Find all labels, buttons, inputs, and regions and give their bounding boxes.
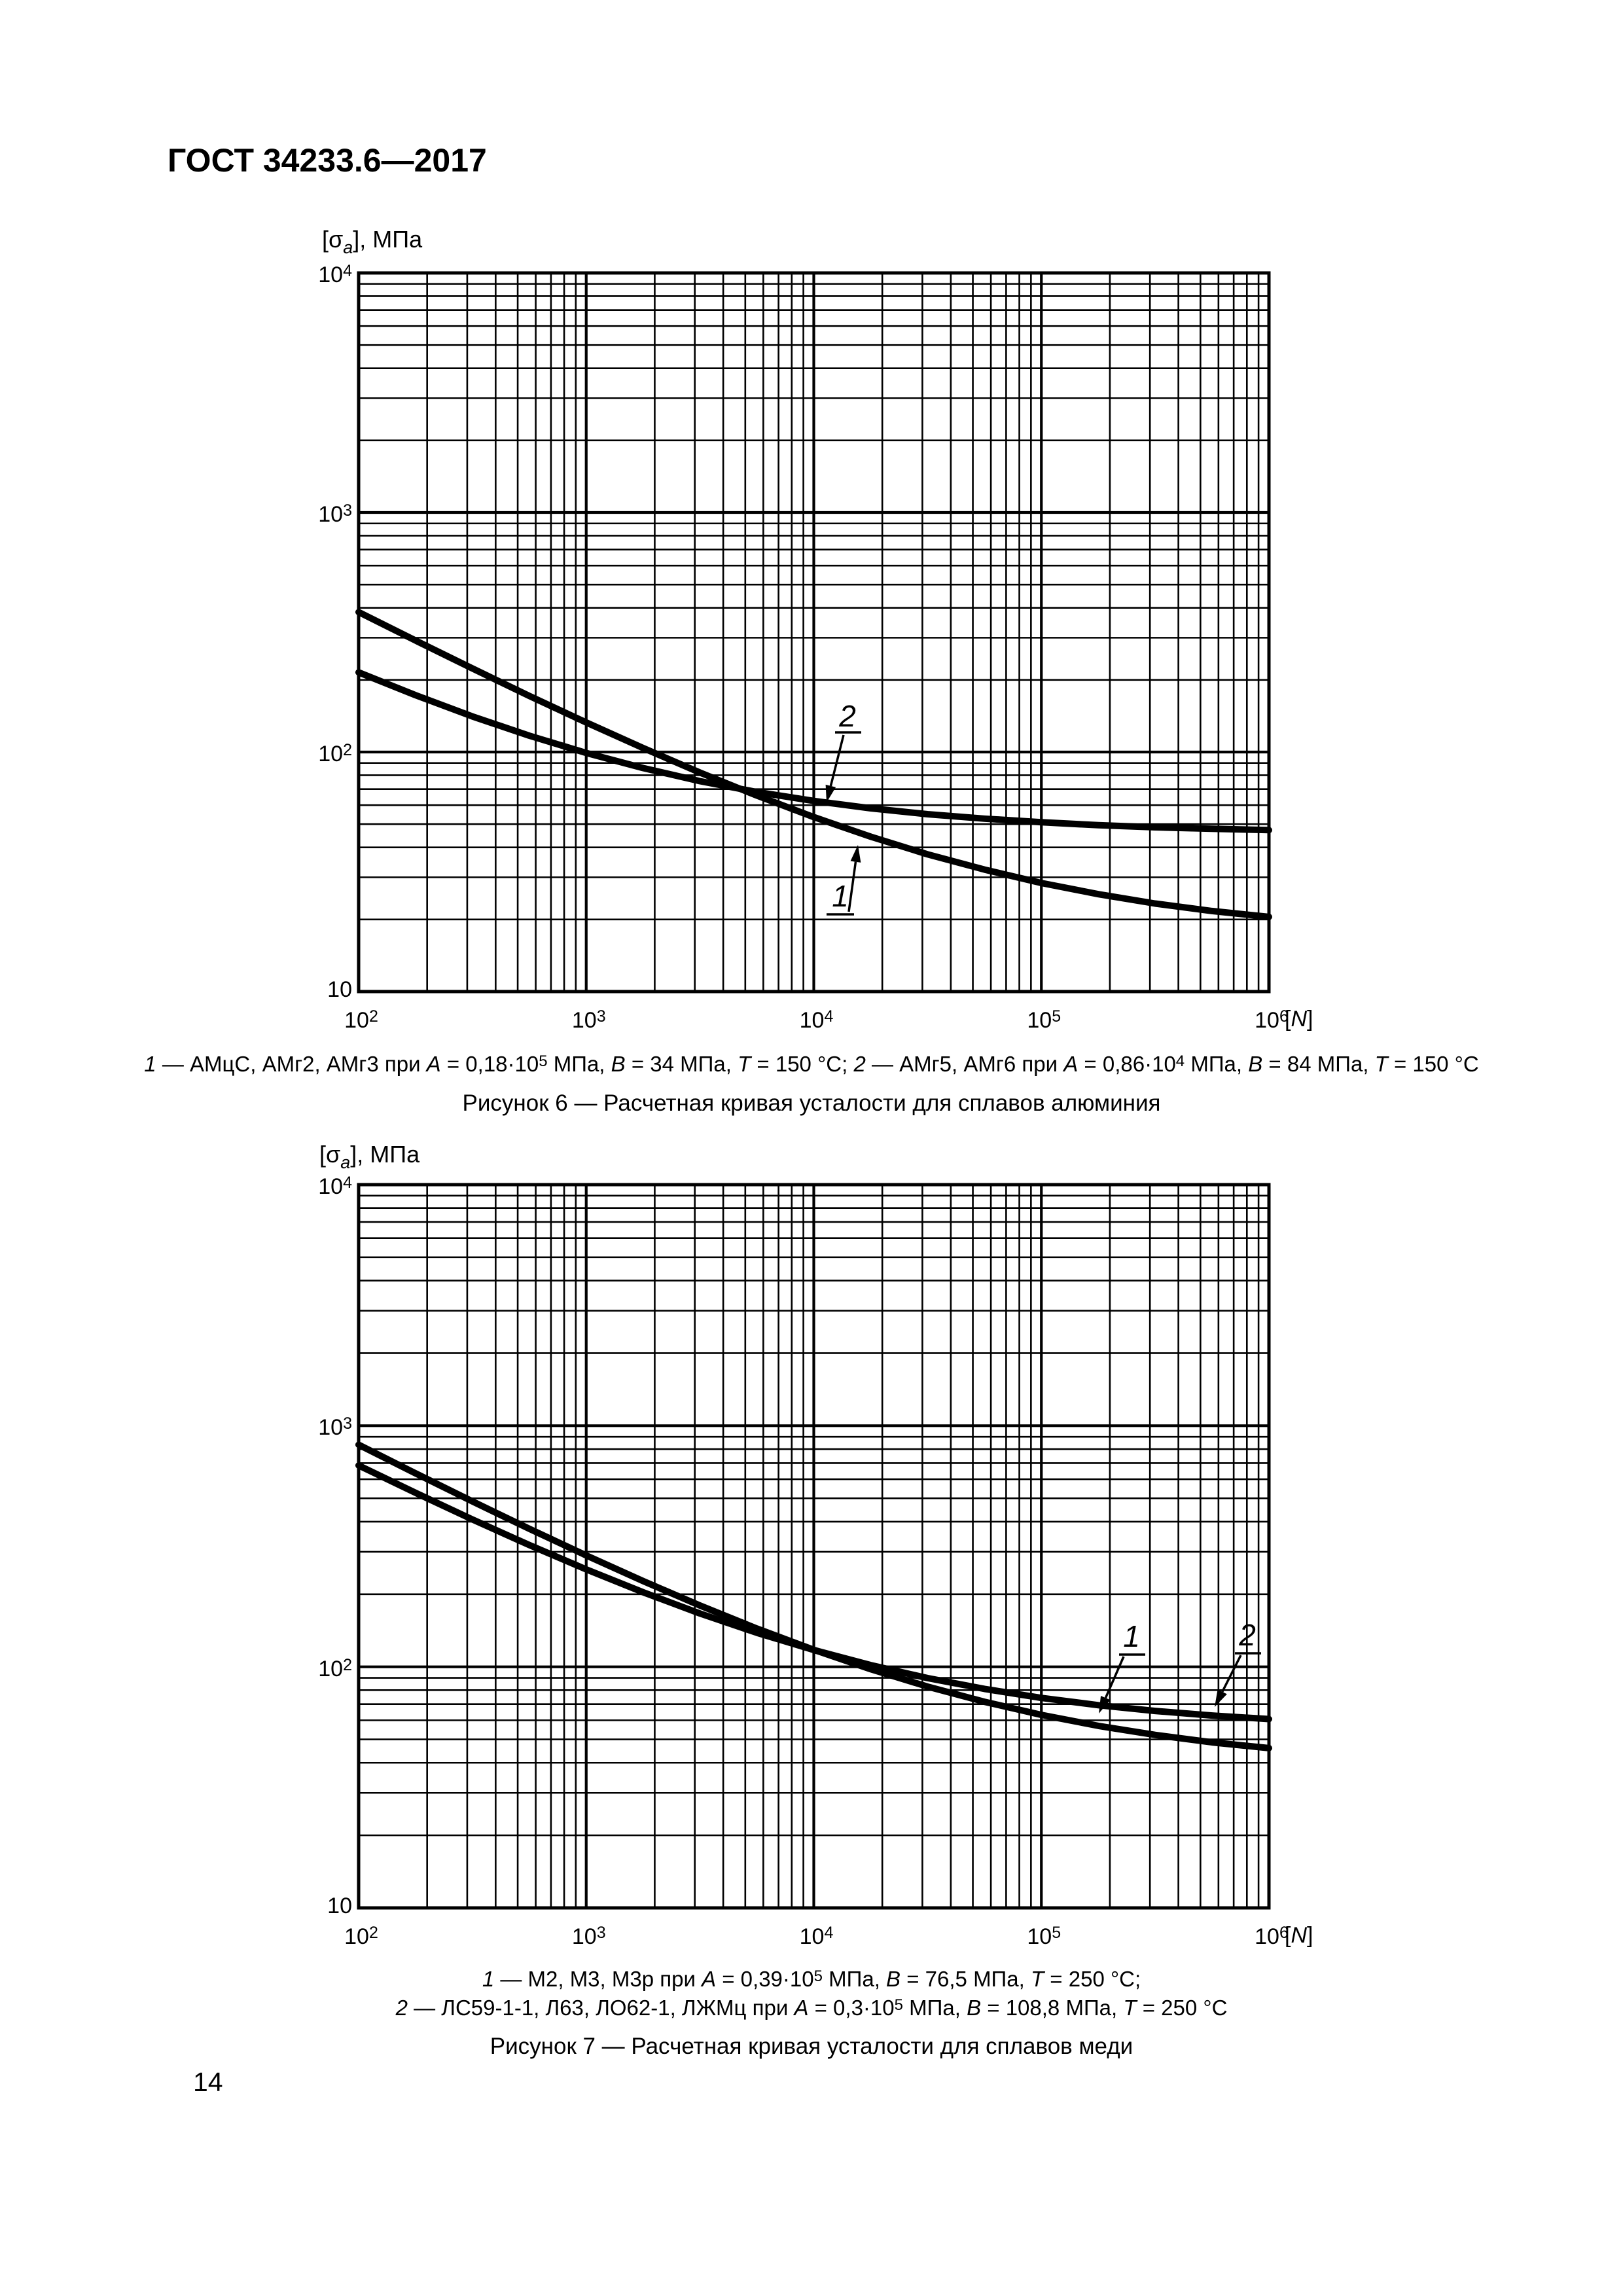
- curve-label-leader: [1221, 1655, 1242, 1693]
- x-tick-label: 104: [799, 1924, 834, 1949]
- curve-label-leader: [829, 734, 845, 787]
- plot-border: [357, 271, 1271, 994]
- y-tick-label: 103: [318, 501, 352, 527]
- figure-6-title: Рисунок 6 — Расчетная кривая усталости д…: [462, 1090, 1161, 1116]
- document-header: ГОСТ 34233.6—2017: [168, 142, 487, 179]
- y-tick-label: 10: [327, 1893, 352, 1918]
- page-number: 14: [193, 2067, 223, 2097]
- curve-label-2: 2: [1238, 1618, 1256, 1652]
- curve-label-1: 1: [1123, 1619, 1140, 1653]
- fatigue-curve-1: [355, 609, 1272, 920]
- figure-7-caption-line-2: 2 — ЛС59-1-1, Л63, ЛО62-1, ЛЖМц при A = …: [395, 1996, 1228, 2020]
- curve-label-leader: [1104, 1656, 1125, 1698]
- y-tick-label: 104: [318, 1174, 352, 1199]
- x-tick-label: 106: [1255, 1007, 1289, 1033]
- y-axis-label: [σa], МПа: [322, 226, 423, 258]
- fatigue-curve-2: [355, 669, 1272, 834]
- x-tick-label: 104: [799, 1007, 834, 1033]
- y-tick-label: 102: [318, 741, 352, 766]
- figure-6-plot: 21: [355, 271, 1272, 994]
- x-tick-label: 103: [571, 1924, 606, 1949]
- x-axis-unit: [N]: [1285, 1007, 1313, 1031]
- y-tick-label: 102: [318, 1655, 352, 1681]
- x-tick-label: 103: [571, 1007, 606, 1033]
- x-tick-label: 102: [344, 1007, 378, 1033]
- figure-6-caption: 1 — АМцС, АМг2, АМг3 при A = 0,18·105 МП…: [144, 1052, 1479, 1076]
- arrowhead-icon: [1099, 1695, 1111, 1713]
- curve-label-2: 2: [838, 699, 856, 733]
- arrowhead-icon: [1215, 1689, 1227, 1707]
- arrowhead-icon: [825, 784, 836, 802]
- plot-border: [357, 1183, 1271, 1910]
- figure-7-title: Рисунок 7 — Расчетная кривая усталости д…: [490, 2034, 1133, 2059]
- fatigue-curve-2: [355, 1462, 1272, 1723]
- curve-label-leader: [847, 861, 857, 912]
- x-axis-unit: [N]: [1285, 1923, 1313, 1948]
- x-tick-label: 106: [1255, 1924, 1289, 1949]
- y-tick-label: 103: [318, 1414, 352, 1441]
- curve-label-1: 1: [832, 879, 849, 913]
- figure-7-caption-line-1: 1 — М2, М3, М3р при A = 0,39·105 МПа, B …: [482, 1967, 1141, 1991]
- y-tick-label: 104: [318, 262, 352, 287]
- x-tick-label: 105: [1027, 1924, 1061, 1949]
- x-tick-label: 105: [1027, 1007, 1061, 1033]
- arrowhead-icon: [850, 845, 861, 863]
- x-tick-label: 102: [344, 1924, 378, 1949]
- y-tick-label: 10: [327, 977, 352, 1002]
- y-axis-label: [σa], МПа: [319, 1141, 420, 1173]
